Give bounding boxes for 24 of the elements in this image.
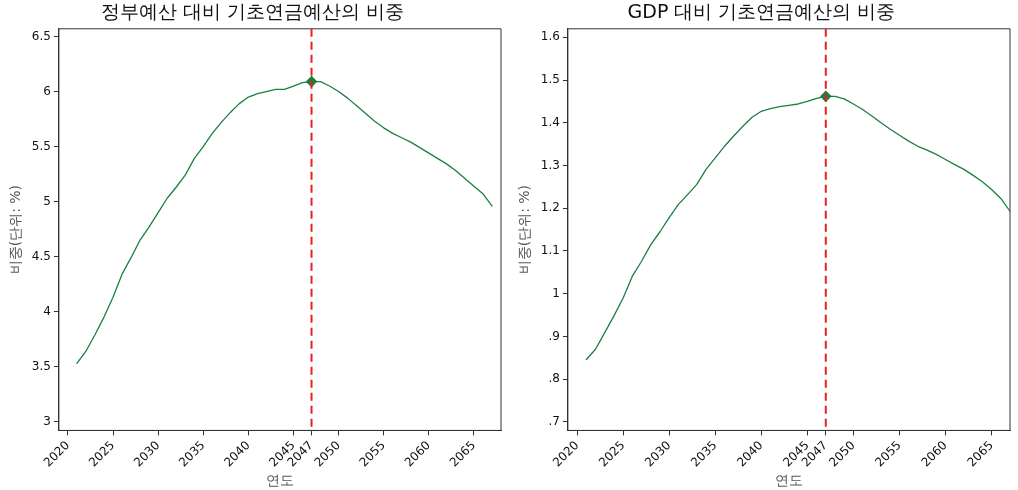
y-tick-label: 1.6 [540, 29, 560, 44]
y-tick-label: 1.5 [540, 72, 560, 87]
y-tick-label: .7 [548, 414, 560, 428]
y-tick-label: 4 [43, 303, 51, 318]
y-tick-label: 4.5 [31, 248, 51, 263]
x-axis-title: 연도 [265, 472, 294, 489]
y-tick-label: 6.5 [31, 28, 51, 43]
chart-title: 정부예산 대비 기초연금예산의 비중 [100, 0, 405, 23]
y-tick-label: .9 [548, 328, 560, 343]
y-tick-label: 3 [43, 413, 51, 428]
x-axis-title: 연도 [774, 472, 803, 489]
y-tick-label: 1 [552, 285, 560, 300]
y-tick-label: 1.1 [540, 243, 560, 258]
y-tick-label: .8 [548, 371, 560, 386]
y-axis-title: 비중(단위: %) [516, 184, 533, 275]
y-tick-label: 1.2 [540, 200, 560, 215]
chart-title: GDP 대비 기초연금예산의 비중 [627, 0, 896, 23]
y-tick-label: 5.5 [31, 138, 51, 153]
y-tick-label: 5 [43, 193, 51, 208]
y-tick-label: 3.5 [31, 358, 51, 373]
y-tick-label: 6 [43, 83, 51, 98]
y-tick-label: 1.4 [540, 114, 560, 129]
y-tick-label: 1.3 [540, 157, 560, 172]
y-axis-title: 비중(단위: %) [7, 184, 24, 275]
